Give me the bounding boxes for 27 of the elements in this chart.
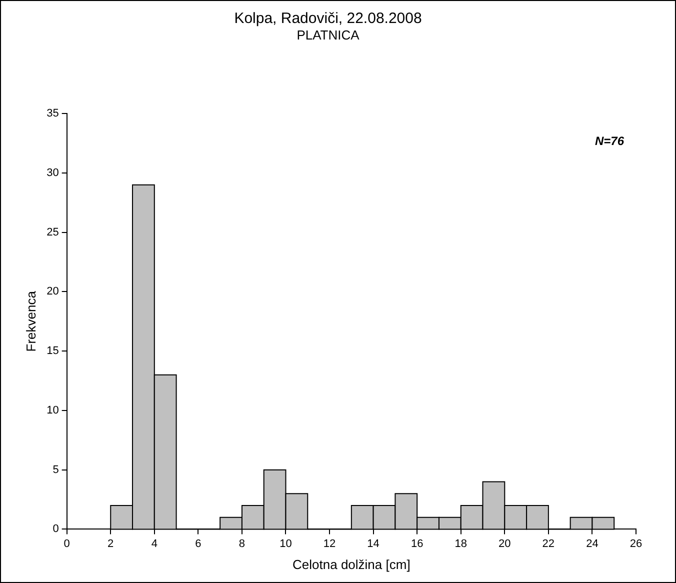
y-tick-label: 35 xyxy=(46,108,59,120)
y-tick-label: 5 xyxy=(52,464,59,476)
annotation: N=76 xyxy=(594,134,624,148)
x-tick-label: 8 xyxy=(238,538,246,550)
y-tick-label: 15 xyxy=(46,345,59,358)
x-tick-label: 16 xyxy=(410,538,424,550)
chart-subtitle: PLATNICA xyxy=(296,27,360,42)
x-tick-label: 0 xyxy=(64,538,70,550)
x-tick-label: 14 xyxy=(367,538,380,550)
y-tick-label: 25 xyxy=(46,226,59,238)
x-axis-title: Celotna dolžina [cm] xyxy=(292,556,410,572)
x-tick-label: 20 xyxy=(498,538,511,550)
y-tick-label: 0 xyxy=(52,523,59,536)
x-tick-label: 18 xyxy=(454,538,467,550)
x-tick-label: 12 xyxy=(323,538,336,550)
y-tick-label: 20 xyxy=(46,286,59,298)
y-axis-title: Frekvenca xyxy=(23,290,38,352)
chart-title: Kolpa, Radoviči, 22.08.2008 xyxy=(234,10,422,28)
x-tick-label: 4 xyxy=(151,538,158,550)
y-tick-label: 10 xyxy=(46,404,59,416)
x-tick-label: 2 xyxy=(108,538,114,550)
x-tick-label: 22 xyxy=(542,538,555,550)
x-tick-label: 10 xyxy=(280,538,292,550)
y-tick-label: 30 xyxy=(46,167,59,180)
x-tick-label: 24 xyxy=(586,538,598,550)
x-tick-label: 6 xyxy=(195,538,202,550)
x-tick-label: 26 xyxy=(630,538,642,550)
